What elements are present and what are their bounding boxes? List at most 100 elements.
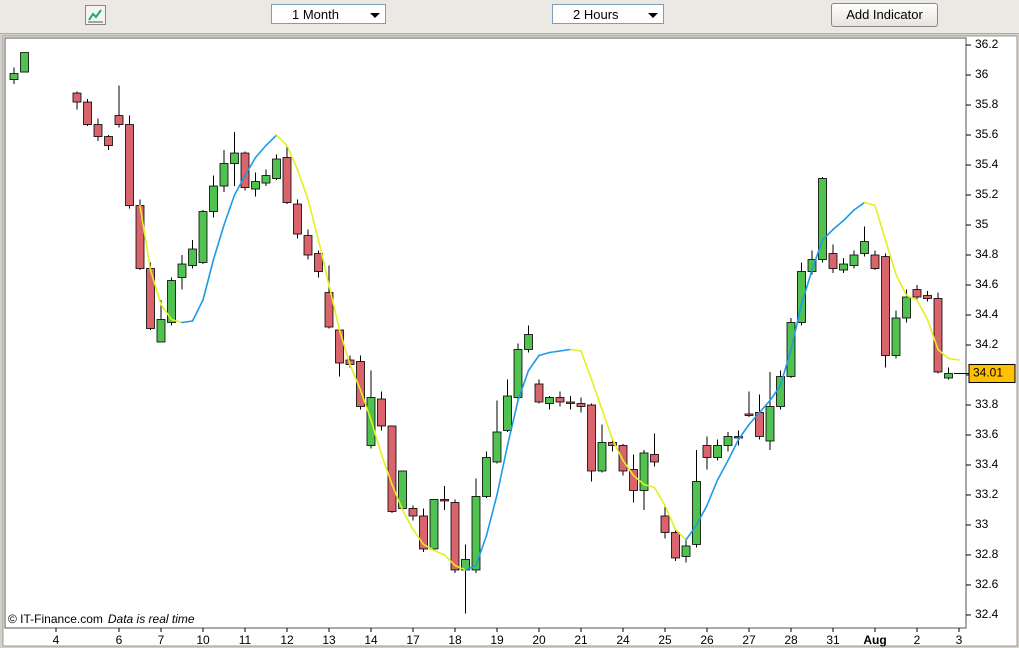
candle-body [219,163,229,187]
x-tick-label: Aug [863,633,886,647]
ma-segment [643,483,656,489]
candle-body [93,124,103,137]
ma-segment [485,494,498,537]
ma-segment [233,174,246,196]
candle-body [702,445,712,458]
ma-segment [947,357,960,361]
x-tick-label: 31 [826,633,840,647]
y-tick-label: 35.4 [975,157,999,171]
ma-segment [191,299,204,322]
ma-segment [926,318,939,351]
candle-body [198,211,208,263]
ma-segment [863,201,876,207]
y-tick-label: 32.8 [975,547,999,561]
ma-segment [359,389,372,421]
candle-body [83,101,92,125]
ma-segment [800,269,813,306]
candle-body [503,395,512,431]
ma-segment [317,239,330,286]
candle-body [450,502,460,571]
candle-body [156,319,166,343]
ma-segment [590,378,603,411]
y-tick-label: 34.4 [975,307,999,321]
ma-segment [695,504,708,526]
candle-body [912,289,922,298]
candle-body [251,181,260,190]
ma-segment [202,258,215,301]
ma-segment [475,534,488,567]
ma-segment [370,419,383,456]
ma-segment [601,408,614,441]
icon-graphic [88,9,103,23]
ma-segment [506,399,519,447]
candle-body [230,152,239,164]
ma-segment [664,504,677,531]
candle-body [429,499,439,550]
candle-body [209,185,218,212]
x-tick-label: 14 [364,633,378,647]
ma-segment [433,549,446,556]
ma-segment [538,351,551,357]
footer-text: © IT-Finance.com Data is real time [8,612,195,626]
ma-segment [454,564,467,571]
ma-segment [905,294,918,301]
y-tick-label: 35.8 [975,97,999,111]
candle-body [492,431,502,463]
ma-segment [569,348,582,352]
ma-segment [391,483,404,511]
ma-segment [937,348,950,360]
ma-segment [821,228,834,241]
ma-segment [401,509,414,531]
candle-body [555,397,565,403]
candle-body [534,383,544,403]
x-tick-label: 4 [53,633,60,647]
candle-body [818,178,827,260]
candle-body [671,532,680,559]
candle-body [104,136,113,146]
ma-segment [223,194,236,226]
x-tick-label: 7 [158,633,165,647]
ma-segment [790,303,803,351]
x-tick-label: 10 [196,633,210,647]
y-tick-label: 36 [975,67,989,81]
y-tick-label: 33.4 [975,457,999,471]
y-tick-label: 33.8 [975,397,999,411]
ma-segment [244,156,257,177]
chart: 32.4 32.6 32.8 33 33.2 33.4 33.6 33.8 3 4 34.2 34.4… [2,35,1018,647]
x-tick-label: 20 [532,633,546,647]
candle-body [597,442,607,472]
draw-tool-icon[interactable] [85,5,106,25]
add-indicator-button[interactable]: Add Indicator [831,3,938,27]
candle-body [870,254,880,269]
candle-body [902,296,911,319]
candle-body [314,253,323,272]
candle-body [608,442,617,446]
candle-body [629,469,638,491]
ma-segment [737,423,750,441]
y-tick-label: 34.8 [975,247,999,261]
candle-body [188,248,197,266]
ma-segment [517,369,530,402]
x-tick-label: 17 [406,633,420,647]
ma-segment [464,564,477,571]
ma-segment [422,543,435,552]
ma-segment [286,144,299,171]
candle-body [765,406,775,442]
candle-body [776,376,785,407]
candle-body [797,271,806,323]
candle-body [681,545,691,557]
candle-body [713,445,722,458]
period-select[interactable]: 1 Month [271,4,386,24]
ma-segment [842,209,855,222]
ma-segment [653,486,666,507]
candle-body [9,73,19,80]
ma-segment [706,479,719,507]
ma-segment [139,204,152,271]
x-tick-label: 6 [116,633,123,647]
ma-segment [632,474,645,486]
y-tick-label: 32.4 [975,607,999,621]
y-tick-label: 36.2 [975,37,999,51]
ma-segment [349,363,362,391]
interval-select[interactable]: 2 Hours [552,4,664,24]
